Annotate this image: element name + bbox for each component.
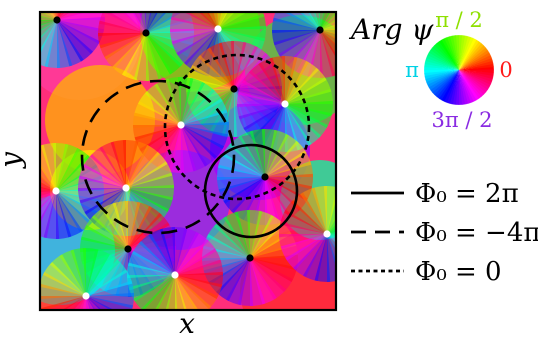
arg-psi-title: Arg ψ xyxy=(348,13,434,46)
vortex-marker-black xyxy=(230,85,238,93)
legend: Φ₀ = 2π Φ₀ = −4π Φ₀ = 0 xyxy=(351,179,538,287)
wheel-label-top: π / 2 xyxy=(435,8,483,32)
vortex-marker-white xyxy=(171,271,179,279)
plot-frame xyxy=(38,10,338,312)
circle-dotted xyxy=(163,53,311,201)
phase-map xyxy=(40,12,336,310)
x-axis-label: x xyxy=(179,307,195,337)
wheel-label-right: 0 xyxy=(499,58,512,82)
vortex-marker-white xyxy=(323,230,331,238)
vortex-marker-black xyxy=(124,245,132,253)
vortex-marker-white xyxy=(82,292,90,300)
vortex-marker-black xyxy=(246,254,254,262)
y-axis-label: y xyxy=(0,151,27,170)
vortex-marker-black xyxy=(142,29,150,37)
color-wheel xyxy=(423,34,495,106)
vortex-marker-white xyxy=(52,187,60,195)
vortex-marker-black xyxy=(53,16,61,24)
vortex-marker-black xyxy=(316,26,324,34)
vortex-marker-white xyxy=(281,100,289,108)
vortex-marker-white xyxy=(177,121,185,129)
vortex-markers xyxy=(52,16,331,300)
vortex-marker-white xyxy=(214,25,222,33)
legend-label-dashed: Φ₀ = −4π xyxy=(415,218,538,248)
vortex-marker-white xyxy=(122,184,130,192)
vortex-marker-black xyxy=(261,173,269,181)
phase-patches xyxy=(40,12,336,310)
legend-label-dotted: Φ₀ = 0 xyxy=(415,257,502,287)
circle-dashed xyxy=(80,79,236,235)
wheel-label-left: π xyxy=(405,58,419,82)
legend-label-solid: Φ₀ = 2π xyxy=(415,179,519,209)
wheel-label-bottom: 3π / 2 xyxy=(432,108,493,132)
contour-circles xyxy=(80,53,311,239)
